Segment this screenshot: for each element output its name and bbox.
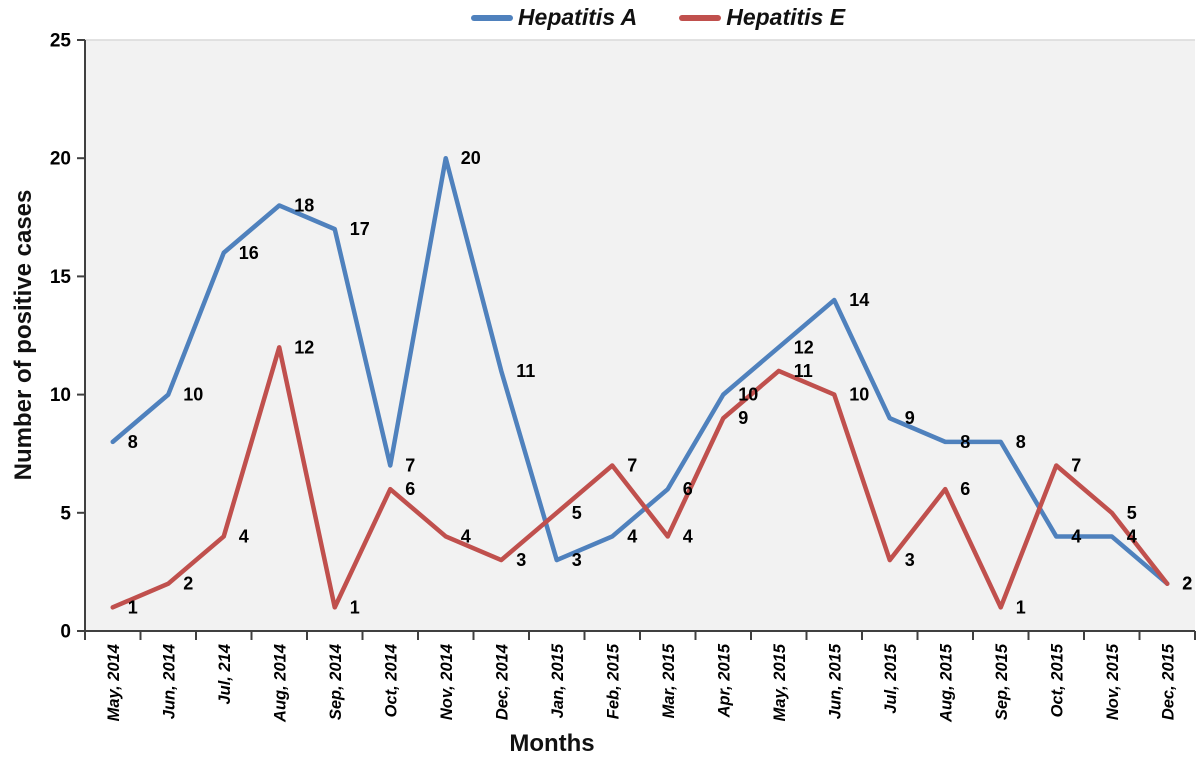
data-label-hepatitis-a: 4 [1071,526,1081,546]
data-label-hepatitis-a: 16 [239,243,259,263]
data-label-hepatitis-e: 7 [627,456,637,476]
legend-item-hepatitis-a: Hepatitis A [470,4,638,31]
data-label-hepatitis-e: 1 [128,597,138,617]
data-label-hepatitis-e: 11 [794,361,813,381]
series-line-hepatitis-a [110,155,1170,586]
x-axis-category-label: Apr, 2015 [715,643,733,718]
x-axis-category-label: Oct, 2015 [1048,643,1066,717]
data-label-hepatitis-a: 18 [294,195,314,215]
x-axis-category-label: Feb, 2015 [604,643,622,719]
data-label-hepatitis-e: 4 [461,526,471,546]
x-axis-category-label: Mar, 2015 [660,643,678,718]
x-axis-category-label: Jun, 2014 [160,644,178,719]
x-axis-category-label: Jul, 214 [216,644,234,705]
data-label-hepatitis-a: 10 [738,385,758,405]
data-label-hepatitis-a: 4 [1127,526,1137,546]
x-axis-category-label: Jun, 2015 [826,643,844,719]
x-axis-title: Months [509,730,595,757]
chart-legend: Hepatitis A Hepatitis E [58,4,1200,31]
data-label-hepatitis-a: 3 [572,550,582,570]
y-axis-tick-label: 25 [50,31,72,52]
data-label-hepatitis-e: 3 [905,550,915,570]
data-label-hepatitis-a: 8 [960,432,970,452]
x-axis-category-label: May, 2015 [771,643,789,721]
data-label-hepatitis-a: 2 [1182,574,1192,594]
data-label-hepatitis-e: 6 [405,479,415,499]
hepatitis-e-line-swatch-icon [679,14,722,21]
data-label-hepatitis-a: 8 [128,432,138,452]
data-label-hepatitis-a: 6 [683,479,693,499]
data-label-hepatitis-a: 12 [794,337,814,357]
x-axis-category-label: Nov, 2014 [438,644,456,720]
y-axis-tick-label: 0 [60,622,71,643]
x-axis-category-label: Aug, 2014 [271,644,289,723]
data-label-hepatitis-e: 9 [738,408,748,428]
x-axis-category-label: May, 2014 [105,644,123,721]
data-label-hepatitis-e: 5 [572,503,582,523]
y-axis-tick-label: 5 [60,503,71,524]
y-axis-tick-label: 10 [50,385,71,406]
data-label-hepatitis-e: 12 [294,337,314,357]
data-label-hepatitis-a: 17 [350,219,370,239]
data-label-hepatitis-e: 1 [350,597,360,617]
data-label-hepatitis-e: 4 [239,526,249,546]
x-axis-category-label: Sep, 2015 [993,643,1011,720]
legend-label: Hepatitis E [726,4,846,30]
hepatitis-a-line-swatch-icon [470,14,513,21]
plot-area [85,40,1195,631]
x-axis-category-label: Dec, 2014 [493,644,511,720]
data-label-hepatitis-a: 14 [849,290,869,310]
x-axis-category-label: Dec, 2015 [1159,643,1177,720]
data-label-hepatitis-a: 10 [183,385,203,405]
data-label-hepatitis-e: 5 [1127,503,1137,523]
data-label-hepatitis-a: 9 [905,408,915,428]
data-label-hepatitis-a: 8 [1016,432,1026,452]
y-axis-tick-label: 15 [50,267,72,288]
x-axis-category-label: Aug, 2015 [937,643,955,723]
data-label-hepatitis-e: 10 [849,385,869,405]
data-label-hepatitis-e: 4 [683,526,693,546]
data-label-hepatitis-a: 4 [627,526,637,546]
legend-label: Hepatitis A [517,4,638,30]
data-label-hepatitis-e: 6 [960,479,970,499]
x-axis-category-label: Oct, 2014 [382,644,400,717]
data-label-hepatitis-a: 20 [461,148,481,168]
data-label-hepatitis-e: 2 [183,574,193,594]
x-axis-category-label: Jul, 2015 [882,643,900,714]
data-label-hepatitis-e: 2 [1182,574,1192,594]
data-label-hepatitis-a: 7 [405,456,415,476]
x-axis-category-label: Sep, 2014 [327,644,345,720]
series-line-hepatitis-e [110,345,1170,610]
legend-item-hepatitis-e: Hepatitis E [679,4,845,31]
data-label-hepatitis-e: 3 [516,550,526,570]
data-label-hepatitis-e: 1 [1016,597,1026,617]
y-axis-tick-label: 20 [50,149,71,170]
x-axis-category-label: Nov, 2015 [1104,643,1122,720]
data-label-hepatitis-a: 11 [516,361,535,381]
x-axis-category-label: Jan, 2015 [549,643,567,718]
data-label-hepatitis-e: 7 [1071,456,1081,476]
